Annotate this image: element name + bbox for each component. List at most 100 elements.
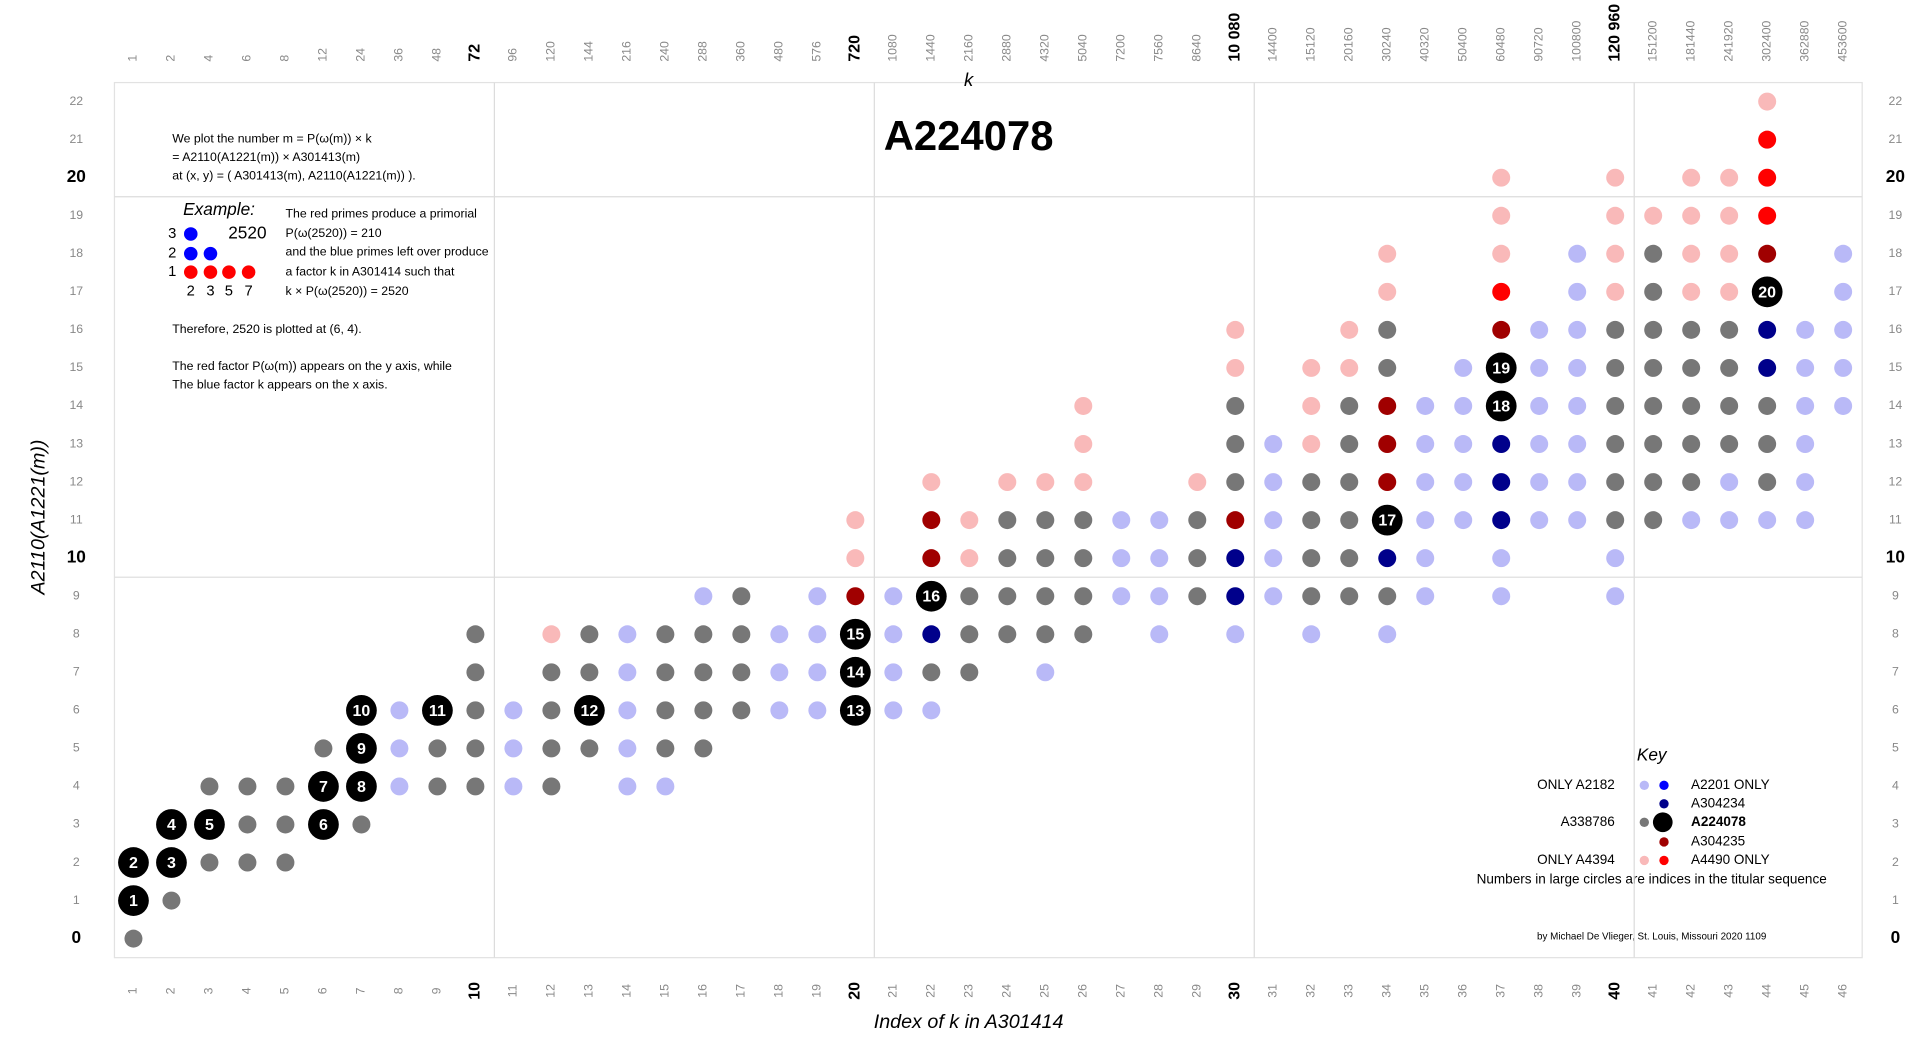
dot: [1036, 663, 1055, 682]
x-tick-label: 29: [1190, 984, 1204, 998]
dot: [732, 625, 751, 644]
dot: [466, 701, 485, 720]
dot: [1606, 168, 1625, 187]
y-tick-label: 6: [1892, 703, 1899, 717]
dot: [1226, 320, 1245, 339]
x-tick-label: 15: [658, 984, 672, 998]
x-tick-label: 3: [202, 987, 216, 994]
dot: [1150, 625, 1169, 644]
dot: [1226, 511, 1245, 530]
dot: [1340, 473, 1359, 492]
dot-label: 4: [167, 817, 176, 834]
y-tick-label: 14: [1889, 398, 1903, 412]
indexed-dot: [346, 733, 377, 764]
top-tick-label: 30240: [1379, 27, 1393, 61]
dot: [808, 625, 827, 644]
dot: [1226, 625, 1245, 644]
dot: [1682, 206, 1701, 225]
top-tick-label: 1080: [886, 34, 900, 62]
dot-label: 7: [319, 779, 328, 796]
dot: [1264, 587, 1283, 606]
dot: [504, 739, 523, 758]
top-tick-label: 720: [847, 35, 864, 62]
dot: [1568, 320, 1587, 339]
dot: [998, 549, 1017, 568]
top-tick-label: 1440: [924, 34, 938, 62]
y-tick-label: 1: [73, 893, 80, 907]
dot: [1758, 244, 1777, 263]
legend-label: A304234: [1691, 795, 1746, 810]
dot: [1378, 396, 1397, 415]
x-tick-label: 16: [696, 984, 710, 998]
dot-label: 15: [846, 627, 864, 644]
dot: [1226, 549, 1245, 568]
x-tick-label: 2: [164, 987, 178, 994]
x-tick-label: 5: [278, 987, 292, 994]
dot: [1720, 168, 1739, 187]
x-tick-label: 1: [126, 987, 140, 994]
dot: [1530, 473, 1549, 492]
dot: [1226, 358, 1245, 377]
y-tick-label: 1: [1892, 893, 1899, 907]
dot: [1378, 587, 1397, 606]
dot: [276, 853, 295, 872]
dot: [238, 815, 257, 834]
dot: [998, 473, 1017, 492]
dot-label: 14: [846, 665, 864, 682]
top-tick-label: 241920: [1721, 20, 1735, 61]
dot: [466, 663, 485, 682]
y-tick-label: 0: [72, 927, 82, 947]
y-tick-label: 15: [1889, 360, 1903, 374]
dot: [1568, 282, 1587, 301]
top-tick-label: 362880: [1797, 20, 1811, 61]
top-tick-label: 72: [467, 44, 484, 62]
dot: [1758, 168, 1777, 187]
dot: [542, 777, 561, 796]
legend-label: A338786: [1561, 814, 1615, 829]
dot: [1226, 396, 1245, 415]
dot: [884, 587, 903, 606]
dot: [1682, 244, 1701, 263]
top-tick-label: 15120: [1304, 27, 1318, 61]
dot: [1834, 358, 1853, 377]
top-tick-label: 40320: [1417, 27, 1431, 61]
dot: [1644, 244, 1663, 263]
y-tick-label: 8: [73, 627, 80, 641]
dot: [770, 625, 789, 644]
dot: [1606, 206, 1625, 225]
dot: [1606, 320, 1625, 339]
dot: [1606, 473, 1625, 492]
dot: [960, 587, 979, 606]
dot: [1378, 435, 1397, 454]
legend-swatch: [1639, 817, 1649, 827]
x-tick-label: 30: [1226, 982, 1243, 1000]
dot: [1188, 549, 1207, 568]
indexed-dot: [1485, 390, 1517, 422]
dot: [1530, 358, 1549, 377]
example-text: a factor k in A301414 such that: [286, 264, 455, 278]
dot: [1454, 511, 1473, 530]
indexed-dot: [346, 771, 377, 802]
dot: [1834, 320, 1853, 339]
indexed-dot: [194, 809, 225, 840]
dot: [694, 701, 713, 720]
dot: [998, 587, 1017, 606]
dot-label: 18: [1492, 398, 1510, 415]
dot: [1644, 511, 1663, 530]
top-tick-label: 7200: [1114, 34, 1128, 62]
legend-swatch: [1659, 799, 1669, 809]
legend-swatch: [1659, 855, 1669, 866]
top-tick-label: 60480: [1493, 27, 1507, 61]
y-tick-label: 20: [1886, 166, 1905, 186]
example-dot: [184, 265, 198, 279]
x-axis-label: Index of k in A301414: [874, 1011, 1064, 1033]
dot: [1568, 473, 1587, 492]
dot: [1340, 435, 1359, 454]
dot: [1378, 320, 1397, 339]
dot: [1568, 244, 1587, 263]
dot: [1074, 396, 1093, 415]
dot: [1606, 244, 1625, 263]
example-number: 2520: [228, 223, 266, 243]
example-row-label: 1: [168, 264, 176, 280]
dot: [504, 777, 523, 796]
